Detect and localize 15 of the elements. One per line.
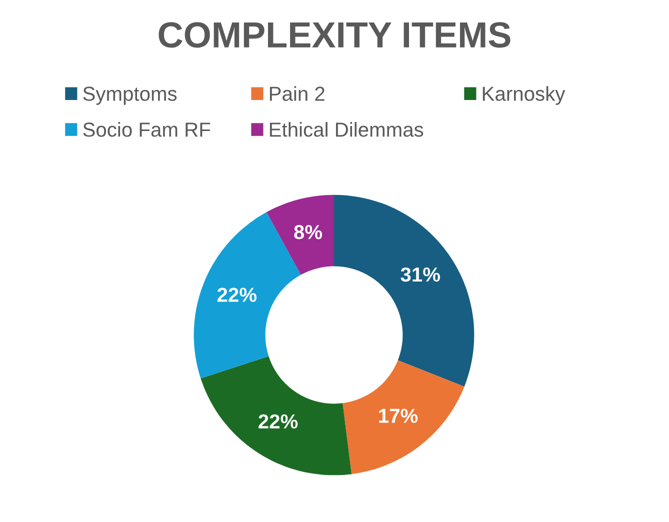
data-label: 22%	[258, 414, 298, 429]
legend-label: Ethical Dilemmas	[270, 122, 424, 137]
donut-slice	[200, 356, 352, 476]
donut-slice	[266, 194, 334, 275]
legend-label: Symptoms	[83, 86, 177, 105]
donut-slice	[334, 194, 474, 387]
data-label: 22%	[217, 288, 257, 302]
donut-slice	[342, 360, 464, 474]
legend-label: Karnosky	[482, 86, 566, 105]
legend-label: Pain 2	[270, 86, 324, 101]
data-label: 17%	[379, 408, 418, 423]
chart-title: COMPLEXITY ITEMS	[158, 22, 510, 48]
legend-label: Socio Fam RF	[83, 122, 210, 137]
data-label: 8%	[294, 224, 322, 240]
data-label: 31%	[400, 267, 440, 282]
